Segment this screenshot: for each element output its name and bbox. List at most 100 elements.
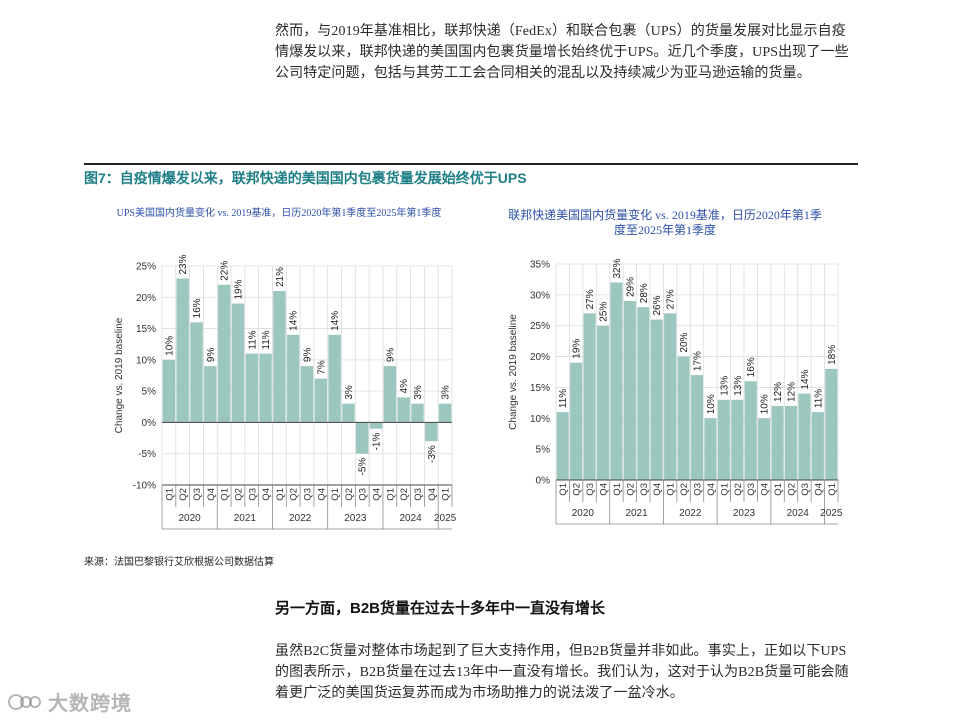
data-label: 12% [773,382,784,402]
data-label: 21% [275,267,286,287]
figure-title: 图7：自疫情爆发以来，联邦快递的美国国内包裹货量发展始终优于UPS [84,170,527,186]
bar [731,399,744,480]
x-tick-label: Q1 [666,483,677,496]
x-tick-label: Q2 [572,483,583,496]
section-heading: 另一方面，B2B货量在过去十多年中一直没有增长 [275,600,606,617]
x-tick-label: Q3 [247,488,258,501]
bar [286,334,300,423]
x-tick-label: Q2 [679,483,690,496]
bar [610,282,623,480]
bar [556,412,569,480]
data-label: 28% [639,283,650,303]
data-label: 13% [719,376,730,396]
x-tick-label: Q2 [399,488,410,501]
bar [825,368,838,480]
bar [369,422,383,429]
year-label: 2023 [344,513,367,524]
x-tick-label: Q2 [625,483,636,496]
year-label: 2023 [733,508,756,519]
bar [273,291,286,423]
x-tick-label: Q1 [164,488,175,501]
bar [231,303,245,423]
bar [425,422,438,442]
bar [798,393,811,480]
data-label: 16% [192,298,203,318]
data-label: 4% [399,379,410,394]
x-tick-label: Q1 [330,488,341,501]
figure-source: 来源：法国巴黎银行艾欣根据公司数据估算 [84,557,274,568]
fedex-volume-chart: 0%5%10%15%20%25%30%35%11%19%27%25%32%29%… [508,258,843,525]
y-tick-label: 25% [530,321,550,332]
x-tick-label: Q1 [220,488,231,501]
x-tick-label: Q1 [719,483,730,496]
bar [438,403,452,423]
bar [397,397,410,423]
y-tick-label: 30% [530,290,550,301]
x-tick-label: Q3 [192,488,203,501]
bar [411,403,424,423]
x-tick-label: Q3 [413,488,424,501]
x-tick-label: Q1 [612,483,623,496]
data-label: 9% [206,348,217,363]
x-tick-label: Q3 [303,488,314,501]
year-label: 2024 [787,508,810,519]
y-tick-label: 0% [142,418,157,429]
bar [328,334,341,423]
x-tick-label: Q3 [693,483,704,496]
data-label: 23% [178,254,189,274]
y-tick-label: 10% [530,414,550,425]
year-label: 2022 [289,513,312,524]
data-label: 27% [585,289,596,309]
data-label: 10% [760,394,771,414]
bar [245,353,258,423]
bar [383,366,397,423]
watermark: 大数跨境 [8,687,132,716]
data-label: 10% [706,394,717,414]
bar [204,366,217,423]
year-label: 2020 [572,508,595,519]
y-tick-label: 5% [142,387,157,398]
bar [637,307,650,480]
ups-chart-title: UPS美国国内货量变化 vs. 2019基准，日历2020年第1季度至2025年… [116,208,442,219]
y-axis-label: Change vs. 2019 baseline [114,317,125,433]
data-label: 32% [612,258,623,278]
intro-paragraph: 然而，与2019年基准相比，联邦快递（FedEx）和联合包裹（UPS）的货量发展… [275,24,849,81]
data-label: 11% [247,330,258,349]
y-axis-label: Change vs. 2019 baseline [508,314,519,430]
bar [811,412,824,480]
year-label: 2022 [679,508,702,519]
data-label: -5% [358,458,369,476]
y-tick-label: 20% [136,293,156,304]
year-label: 2025 [434,513,457,524]
data-label: 12% [787,382,798,402]
y-tick-label: 25% [136,262,156,273]
year-label: 2024 [399,513,422,524]
data-label: 29% [625,277,636,297]
data-label: 10% [164,336,175,356]
data-label: 7% [316,360,327,375]
bar [162,359,176,423]
data-label: 22% [220,261,231,281]
bar [596,325,610,480]
x-tick-label: Q2 [787,483,798,496]
x-tick-label: Q2 [733,483,744,496]
x-tick-label: Q4 [760,483,771,496]
y-tick-label: 10% [136,355,156,366]
bar [704,418,717,480]
data-label: 9% [385,348,396,363]
x-tick-label: Q4 [652,483,663,496]
data-label: 19% [233,279,244,299]
x-tick-label: Q1 [773,483,784,496]
x-tick-label: Q1 [558,483,569,496]
bar [570,362,583,480]
x-tick-label: Q3 [800,483,811,496]
figure-top-rule [84,163,858,165]
data-label: 18% [827,345,838,365]
data-label: 3% [344,385,355,400]
body-paragraph: 虽然B2C货量对整体市场起到了巨大支持作用，但B2B货量并非如此。事实上，正如以… [275,644,849,701]
bar [717,399,730,480]
data-label: 3% [441,385,452,400]
bar [314,378,328,423]
bar [677,356,690,480]
bar [623,301,636,480]
